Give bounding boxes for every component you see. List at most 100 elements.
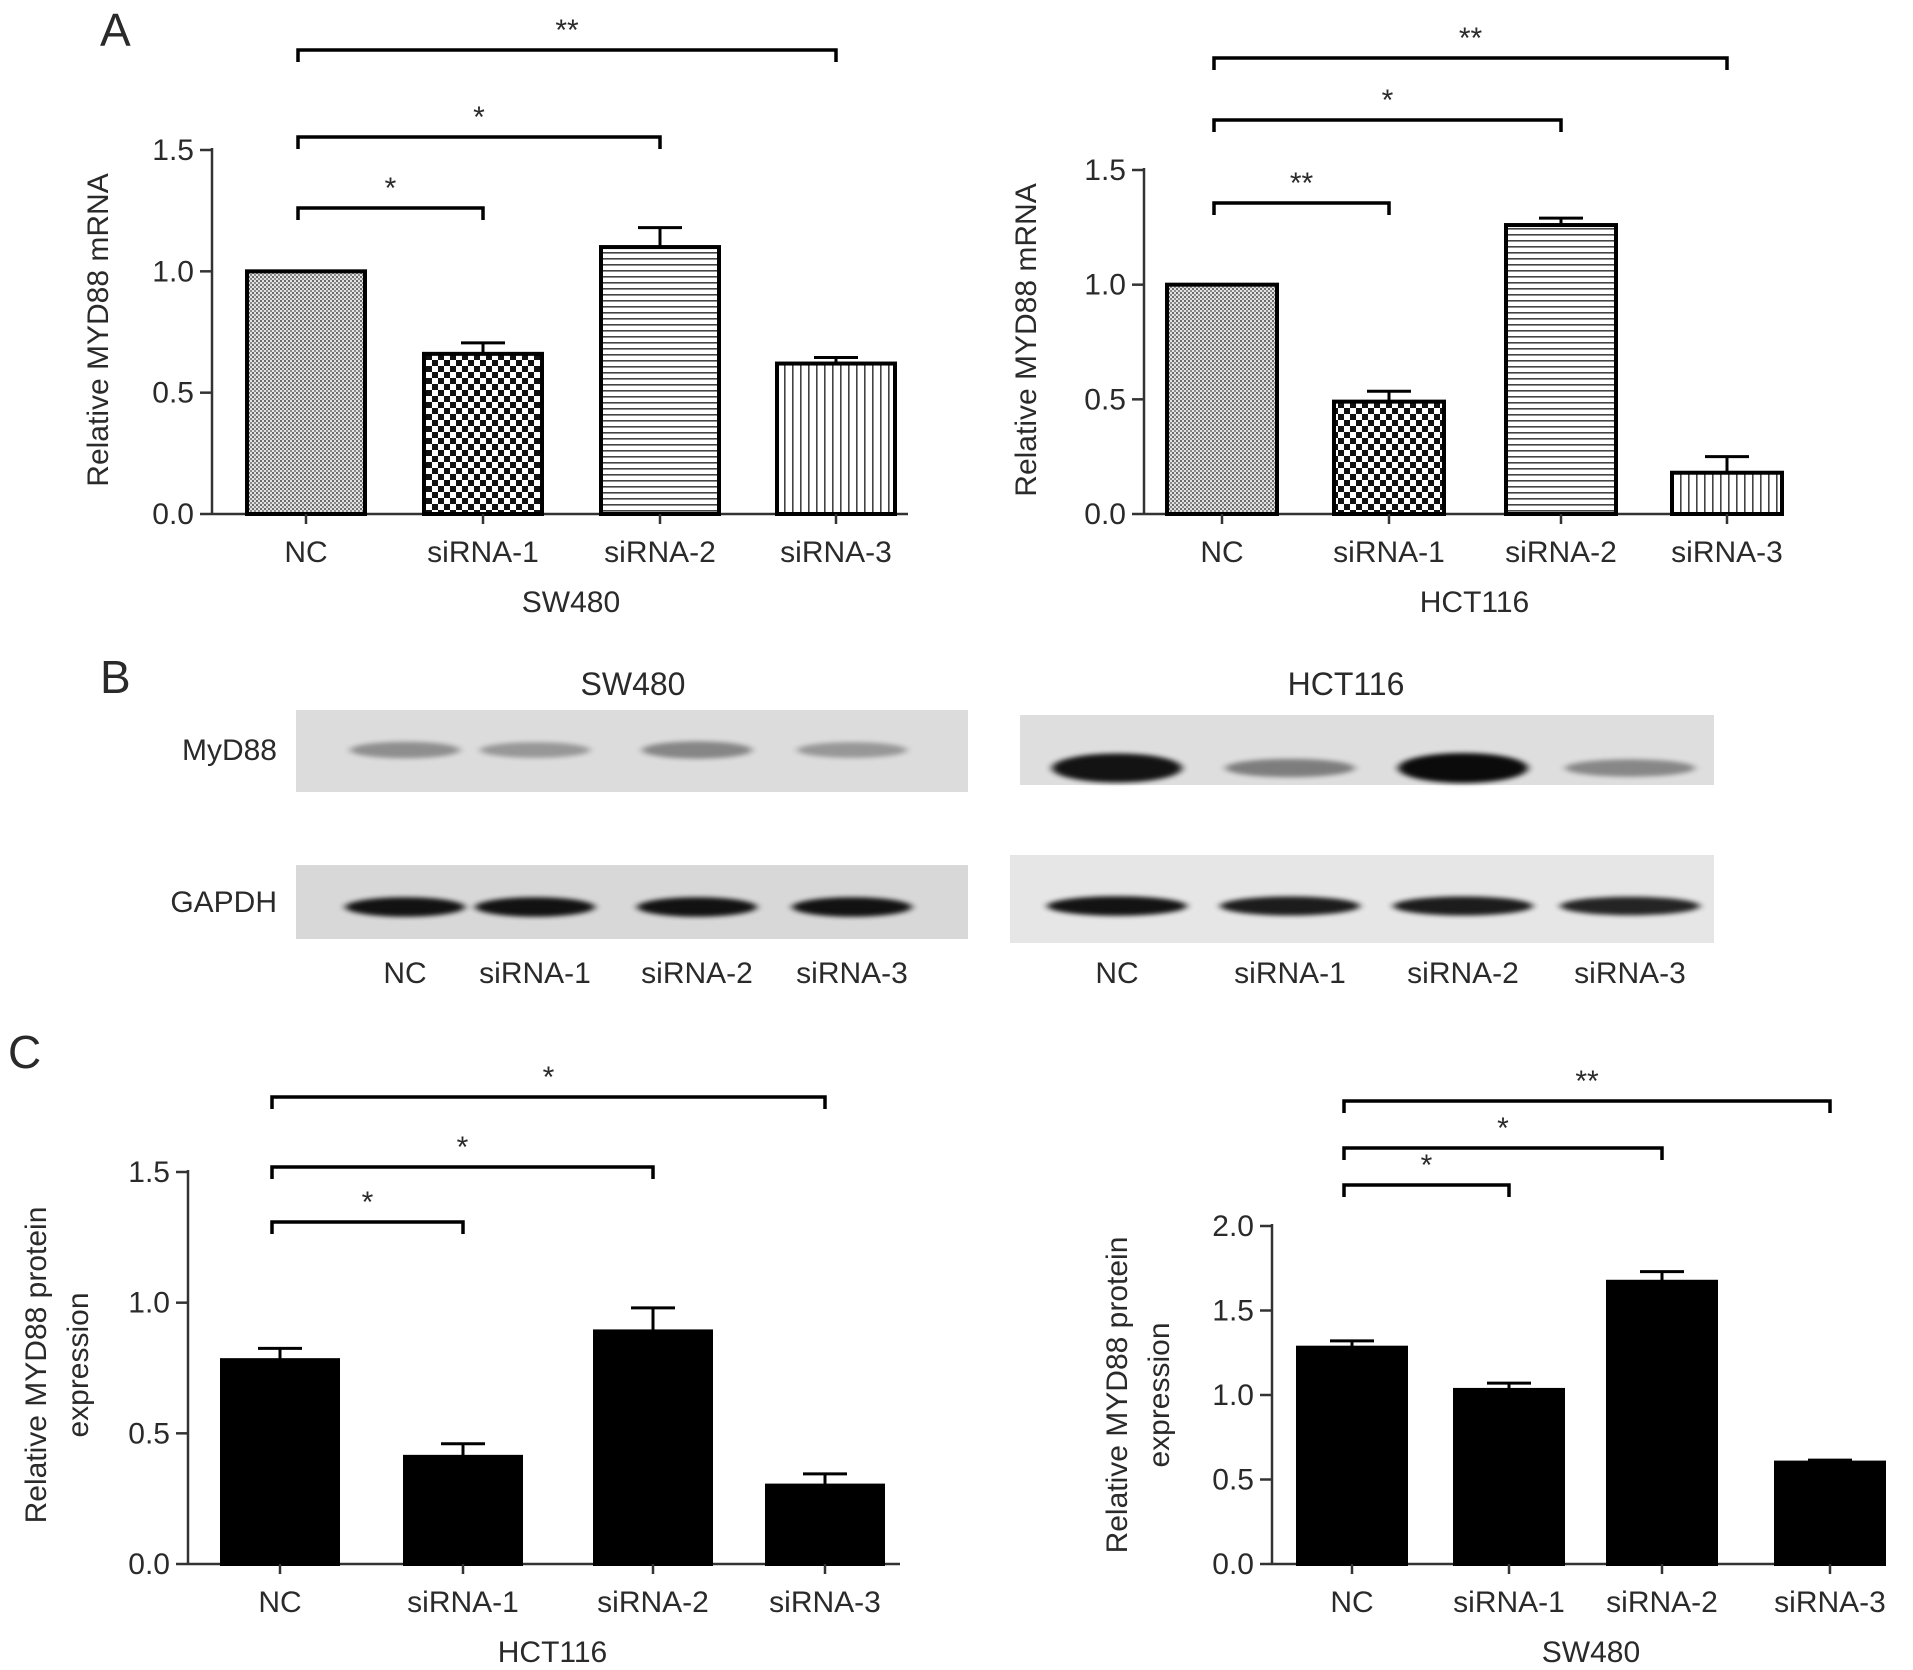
significance-label: ** — [1290, 167, 1314, 200]
bar-siRNA-1 — [403, 1454, 523, 1567]
y-tick-label: 1.0 — [1212, 1379, 1254, 1412]
y-axis-label: expression — [1143, 1322, 1176, 1467]
y-tick-label: 1.0 — [1084, 269, 1126, 302]
lane-label: siRNA-2 — [1407, 957, 1519, 990]
band-myd88-siRNA-3 — [1565, 759, 1695, 777]
lane-label: siRNA-1 — [479, 957, 591, 990]
significance-bracket — [1342, 1099, 1832, 1113]
y-tick-label: 2.0 — [1212, 1210, 1254, 1243]
bar-siRNA-3 — [775, 361, 897, 516]
significance-label: ** — [1575, 1065, 1599, 1098]
significance-bracket — [296, 206, 485, 220]
y-tick-label: 0.0 — [1212, 1548, 1254, 1581]
significance-bracket — [296, 48, 838, 62]
significance-label: * — [543, 1061, 555, 1094]
x-tick-label: siRNA-2 — [597, 1586, 709, 1619]
x-tick-label: NC — [1330, 1586, 1373, 1619]
bar-siRNA-2 — [1504, 223, 1618, 516]
x-tick-label: siRNA-3 — [769, 1586, 881, 1619]
x-tick-label: siRNA-1 — [1453, 1586, 1565, 1619]
x-tick-label: siRNA-1 — [1333, 536, 1445, 569]
x-tick-label: NC — [284, 536, 327, 569]
x-axis-label: SW480 — [1542, 1636, 1640, 1669]
significance-label: * — [473, 101, 485, 134]
y-tick-label: 0.5 — [128, 1417, 170, 1450]
significance-bracket — [1212, 56, 1729, 70]
bar-NC — [1296, 1345, 1408, 1567]
bar-siRNA-1 — [422, 351, 544, 516]
lane-label: siRNA-1 — [1234, 957, 1346, 990]
significance-label: * — [1382, 84, 1394, 117]
x-axis-label: HCT116 — [1420, 586, 1529, 619]
significance-label: * — [362, 1186, 374, 1219]
chart-a-hct116: 0.0 0.5 1.0 1.5 NC siRNA-1 siRNA-2 siRNA-3 HCT11… — [1010, 22, 1784, 619]
x-tick-label: siRNA-2 — [604, 536, 716, 569]
bar-NC — [220, 1358, 340, 1567]
significance-label: * — [1497, 1112, 1509, 1145]
band-myd88-siRNA-3 — [797, 742, 907, 758]
chart-c-sw480: 0.0 0.5 1.0 1.5 2.0 NC siRNA-1 siRNA-2 siRNA-3 SW… — [1101, 1065, 1886, 1669]
significance-bracket — [1212, 118, 1563, 132]
significance-bracket — [1342, 1183, 1511, 1197]
band-myd88-siRNA-2 — [642, 741, 752, 759]
x-tick-label: siRNA-1 — [407, 1586, 519, 1619]
significance-bracket — [270, 1165, 655, 1179]
bar-siRNA-2 — [593, 1329, 713, 1566]
significance-label: * — [1421, 1149, 1433, 1182]
bar-siRNA-3 — [765, 1483, 885, 1566]
bar-NC — [1165, 282, 1279, 516]
panel-label-a: A — [100, 4, 131, 56]
y-tick-label: 1.0 — [128, 1287, 170, 1320]
significance-label: * — [385, 172, 397, 205]
blot-row-label-gapdh: GAPDH — [170, 886, 277, 919]
lane-label: NC — [383, 957, 426, 990]
x-tick-label: NC — [258, 1586, 301, 1619]
y-axis-label: Relative MYD88 mRNA — [1010, 183, 1043, 496]
significance-label: * — [457, 1131, 469, 1164]
band-gapdh-NC — [345, 897, 465, 917]
significance-bracket — [270, 1095, 827, 1109]
lane-label: siRNA-2 — [641, 957, 753, 990]
bar-siRNA-3 — [1774, 1460, 1886, 1566]
panel-label-c: C — [8, 1026, 41, 1078]
y-axis-label: Relative MYD88 mRNA — [82, 173, 115, 486]
blot-row-label-myd88: MyD88 — [182, 734, 277, 767]
panel-label-b: B — [100, 651, 131, 703]
lane-label: NC — [1095, 957, 1138, 990]
band-myd88-siRNA-1 — [480, 742, 590, 758]
band-gapdh-siRNA-1 — [475, 897, 595, 917]
x-tick-label: siRNA-3 — [1671, 536, 1783, 569]
x-axis-label: SW480 — [522, 586, 620, 619]
y-tick-label: 0.5 — [152, 377, 194, 410]
significance-label: ** — [555, 14, 579, 47]
blot-title: HCT116 — [1288, 666, 1405, 702]
bar-NC — [245, 269, 367, 517]
bar-siRNA-3 — [1670, 470, 1784, 516]
band-gapdh-siRNA-1 — [1220, 896, 1360, 916]
lane-label: siRNA-3 — [796, 957, 908, 990]
band-gapdh-siRNA-3 — [1560, 896, 1700, 916]
y-tick-label: 0.0 — [1084, 498, 1126, 531]
band-gapdh-siRNA-2 — [637, 897, 757, 917]
bar-siRNA-1 — [1332, 399, 1446, 517]
chart-c-hct116: 0.0 0.5 1.0 1.5 NC siRNA-1 siRNA-2 siRNA-3 HCT11… — [20, 1061, 900, 1669]
y-tick-label: 1.5 — [128, 1156, 170, 1189]
lane-label: siRNA-3 — [1574, 957, 1686, 990]
x-tick-label: siRNA-1 — [427, 536, 539, 569]
band-gapdh-siRNA-3 — [792, 897, 912, 917]
western-blot-hct116: HCT116 NC siRNA-1 siRNA-2 siRNA-3 — [1010, 666, 1714, 990]
band-myd88-NC — [350, 741, 460, 759]
significance-bracket — [296, 135, 662, 149]
y-tick-label: 0.5 — [1212, 1464, 1254, 1497]
significance-bracket — [1342, 1146, 1664, 1160]
bar-siRNA-1 — [1453, 1387, 1565, 1567]
y-tick-label: 1.0 — [152, 255, 194, 288]
y-tick-label: 0.0 — [128, 1548, 170, 1581]
significance-bracket — [1212, 201, 1391, 215]
x-axis-label: HCT116 — [498, 1636, 607, 1669]
western-blot-sw480: SW480 MyD88 GAPDH NC siRNA-1 siRNA-2 siRNA-… — [170, 666, 968, 990]
band-myd88-siRNA-2 — [1398, 753, 1528, 783]
bar-siRNA-2 — [599, 245, 721, 516]
y-tick-label: 1.5 — [1084, 154, 1126, 187]
